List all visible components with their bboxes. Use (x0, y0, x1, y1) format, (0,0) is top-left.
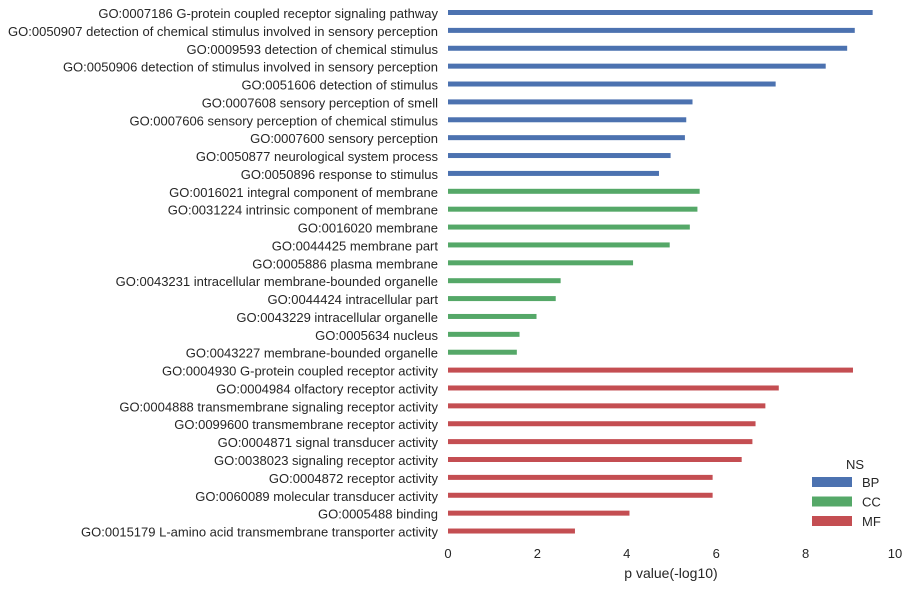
legend: NS BP CC MF (812, 457, 881, 529)
category-label: GO:0051606 detection of stimulus (241, 78, 438, 93)
bar-bp-8 (448, 153, 671, 159)
category-label: GO:0004872 receptor activity (269, 471, 439, 486)
x-axis-label: p value(-log10) (624, 565, 717, 581)
legend-title: NS (846, 457, 864, 472)
legend-label-cc: CC (862, 495, 881, 510)
category-label: GO:0031224 intrinsic component of membra… (168, 203, 438, 218)
category-label: GO:0004984 olfactory receptor activity (216, 381, 438, 396)
bar-bp-2 (448, 45, 848, 51)
category-label: GO:0009593 detection of chemical stimulu… (187, 42, 439, 57)
bar-mf-9 (448, 528, 575, 534)
x-axis: p value(-log10) 0 2 4 6 8 10 (444, 546, 902, 581)
bar-mf-4 (448, 439, 753, 445)
x-tick-label: 6 (713, 546, 720, 561)
legend-swatch-cc (812, 496, 852, 507)
category-label: GO:0015179 L-amino acid transmembrane tr… (81, 525, 438, 540)
bar-bp-6 (448, 117, 687, 123)
category-label: GO:0007606 sensory perception of chemica… (129, 113, 438, 128)
x-tick-label: 10 (888, 546, 902, 561)
bar-cc-4 (448, 260, 634, 266)
bar-mf-0 (448, 367, 853, 373)
bar-mf-3 (448, 421, 756, 427)
category-label: GO:0004930 G-protein coupled receptor ac… (162, 364, 439, 379)
category-label: GO:0043229 intracellular organelle (236, 310, 438, 325)
bar-bp-9 (448, 170, 659, 176)
category-label: GO:0043231 intracellular membrane-bounde… (116, 274, 438, 289)
bar-cc-6 (448, 296, 556, 302)
bar-mf-1 (448, 385, 779, 391)
category-label: GO:0038023 signaling receptor activity (214, 453, 439, 468)
x-tick-label: 4 (623, 546, 630, 561)
category-label: GO:0005886 plasma membrane (252, 256, 438, 271)
bar-bp-0 (448, 10, 873, 15)
category-label: GO:0007186 G-protein coupled receptor si… (98, 6, 438, 21)
bar-bp-5 (448, 99, 693, 105)
legend-swatch-bp (812, 477, 852, 487)
bar-cc-9 (448, 349, 517, 355)
bar-cc-3 (448, 242, 670, 248)
category-label: GO:0005488 binding (318, 507, 438, 522)
x-tick-label: 2 (534, 546, 541, 561)
category-label: GO:0099600 transmembrane receptor activi… (174, 417, 438, 432)
bar-mf-6 (448, 474, 713, 480)
category-label: GO:0050907 detection of chemical stimulu… (8, 24, 438, 39)
bar-mf-7 (448, 492, 713, 498)
legend-label-mf: MF (862, 514, 881, 529)
bar-mf-5 (448, 457, 742, 462)
category-label: GO:0007600 sensory perception (250, 131, 438, 146)
bar-bp-7 (448, 135, 685, 141)
category-label: GO:0007608 sensory perception of smell (202, 95, 438, 110)
category-label: GO:0005634 nucleus (315, 328, 438, 343)
category-label: GO:0004888 transmembrane signaling recep… (119, 399, 438, 414)
bar-cc-5 (448, 278, 561, 284)
bar-bp-1 (448, 27, 855, 33)
bar-cc-7 (448, 313, 537, 319)
bar-cc-0 (448, 188, 700, 194)
category-label: GO:0050877 neurological system process (196, 149, 439, 164)
x-tick-label: 8 (802, 546, 809, 561)
bars-layer (448, 10, 873, 534)
category-label: GO:0016021 integral component of membran… (169, 185, 438, 200)
bar-bp-4 (448, 81, 776, 87)
category-label: GO:0050896 response to stimulus (241, 167, 439, 182)
bar-cc-2 (448, 224, 690, 230)
category-label: GO:0044425 membrane part (272, 238, 439, 253)
category-label: GO:0050906 detection of stimulus involve… (63, 60, 438, 75)
category-label: GO:0016020 membrane (298, 221, 438, 236)
bar-mf-2 (448, 403, 766, 409)
category-label: GO:0043227 membrane-bounded organelle (186, 346, 438, 361)
category-labels: GO:0007186 G-protein coupled receptor si… (8, 6, 438, 540)
legend-label-bp: BP (862, 475, 879, 490)
category-label: GO:0060089 molecular transducer activity (195, 489, 438, 504)
bar-bp-3 (448, 63, 826, 69)
x-tick-label: 0 (444, 546, 451, 561)
bar-cc-1 (448, 206, 698, 212)
bar-cc-8 (448, 331, 520, 337)
bar-mf-8 (448, 510, 630, 516)
category-label: GO:0004871 signal transducer activity (218, 435, 439, 450)
legend-swatch-mf (812, 516, 852, 526)
category-label: GO:0044424 intracellular part (267, 292, 438, 307)
